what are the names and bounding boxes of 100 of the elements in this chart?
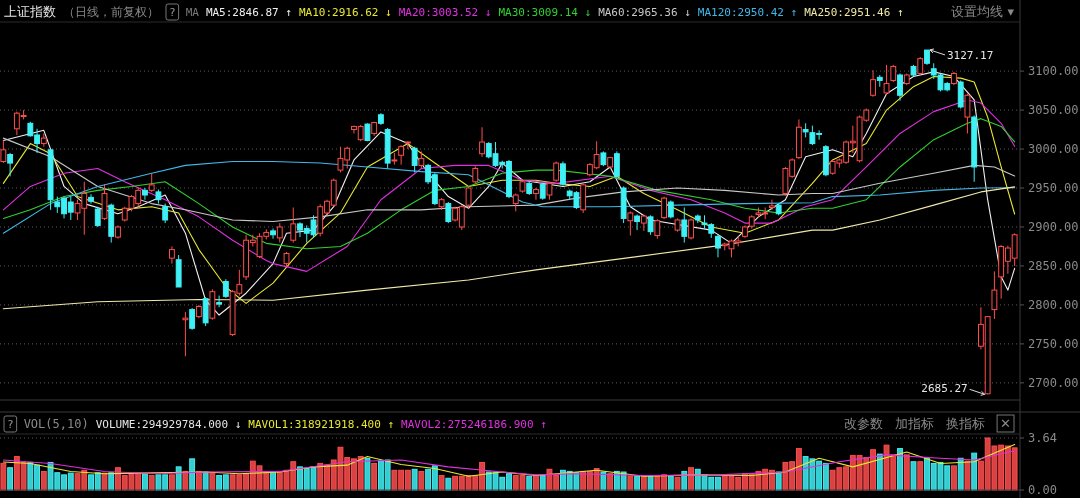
candlestick: [991, 270, 998, 320]
bar: [775, 471, 782, 491]
text: MA120:2950.42 ↑: [697, 6, 798, 19]
text: ?: [7, 418, 14, 431]
y-tick-label: 0.00: [1028, 483, 1057, 497]
text: MA10:2916.62 ↓: [298, 6, 392, 19]
candlestick: [142, 187, 148, 201]
bar: [647, 475, 654, 491]
bar: [108, 472, 115, 491]
bar: [371, 462, 378, 491]
bar: [971, 452, 978, 491]
candlestick: [634, 214, 641, 231]
chart-title: 上证指数: [4, 4, 56, 19]
candlestick: [189, 307, 196, 331]
line-series: [2, 450, 1016, 477]
candlestick: [168, 245, 175, 265]
bar: [951, 465, 957, 491]
bar: [418, 470, 425, 491]
text: 改参数: [844, 416, 884, 431]
bar: [364, 457, 371, 491]
bar: [189, 458, 196, 491]
candlestick: [0, 139, 7, 164]
text: MA250:2951.46 ↑: [804, 6, 904, 19]
candlestick: [398, 144, 405, 166]
candlestick: [222, 278, 229, 299]
line-series: [2, 137, 1016, 223]
text: MA60:2965.36 ↓: [598, 6, 691, 19]
bar: [910, 461, 917, 491]
chart-title: VOL(5,10): [23, 417, 89, 431]
bar: [40, 470, 47, 491]
bar: [209, 472, 216, 491]
candlestick: [465, 185, 472, 209]
text: ?: [169, 6, 176, 19]
bar: [903, 454, 910, 491]
text: VOLUME:294929784.000 ↓: [95, 418, 242, 431]
text: 换指标: [946, 416, 986, 431]
candlestick: [7, 152, 14, 177]
candlestick: [290, 206, 297, 244]
candlestick: [94, 206, 101, 228]
candlestick: [445, 201, 452, 224]
bar: [627, 475, 634, 491]
text: MA5:2846.87 ↑: [205, 6, 292, 19]
text: MAVOL1:318921918.400 ↑: [248, 418, 395, 431]
bar: [411, 468, 418, 491]
y-tick-label: 3.64: [1028, 431, 1057, 445]
candlestick: [715, 234, 721, 258]
candlestick: [162, 203, 169, 224]
candlestick: [560, 161, 566, 187]
bar: [101, 472, 108, 491]
candlestick: [148, 172, 155, 193]
bar: [897, 448, 903, 491]
bar: [539, 475, 546, 491]
candlestick: [769, 199, 775, 211]
y-tick-label: 3000.00: [1028, 142, 1079, 157]
bar: [148, 475, 155, 491]
candlestick: [479, 126, 485, 158]
chart-subtitle: （日线，前复权）: [63, 5, 159, 19]
text: 设置均线 ▾: [951, 4, 1015, 19]
candlestick: [883, 64, 890, 95]
bar: [168, 474, 175, 491]
line-series: [2, 118, 1016, 250]
candlestick: [681, 206, 688, 244]
candlestick: [654, 218, 661, 240]
candlestick: [216, 295, 223, 308]
bar: [607, 473, 614, 491]
annotation: 3127.17: [946, 48, 994, 62]
candlestick: [276, 222, 283, 244]
candlestick: [964, 93, 971, 134]
candlestick: [897, 72, 903, 102]
candlestick: [270, 228, 276, 240]
text: 加指标: [895, 416, 935, 431]
candlestick: [88, 193, 94, 205]
bar: [438, 475, 445, 491]
text: MAVOL2:275246186.900 ↑: [401, 418, 547, 431]
candlestick: [411, 146, 418, 173]
bar: [526, 475, 533, 491]
text: MA30:3009.14 ↓: [498, 6, 592, 19]
bar: [445, 477, 452, 491]
candlestick: [404, 140, 411, 150]
y-tick-label: 2900.00: [1028, 219, 1079, 234]
bar: [0, 462, 7, 491]
y-tick-label: 2850.00: [1028, 258, 1079, 273]
y-tick-label: 2800.00: [1028, 297, 1079, 312]
bar: [917, 461, 924, 491]
candlestick: [613, 150, 620, 179]
bar: [674, 476, 681, 491]
line-series: [2, 186, 1016, 310]
bar: [667, 475, 674, 491]
bar: [175, 466, 182, 491]
bar: [876, 453, 883, 491]
candlestick: [533, 187, 539, 201]
y-tick-label: 3050.00: [1028, 103, 1079, 118]
candlestick: [627, 210, 634, 237]
text: ✕: [1000, 416, 1011, 431]
bar: [7, 467, 14, 491]
candlestick: [870, 69, 876, 98]
y-tick-label: 2700.00: [1028, 375, 1079, 390]
bar: [142, 473, 148, 491]
bar: [634, 475, 641, 491]
candlestick: [647, 214, 654, 236]
